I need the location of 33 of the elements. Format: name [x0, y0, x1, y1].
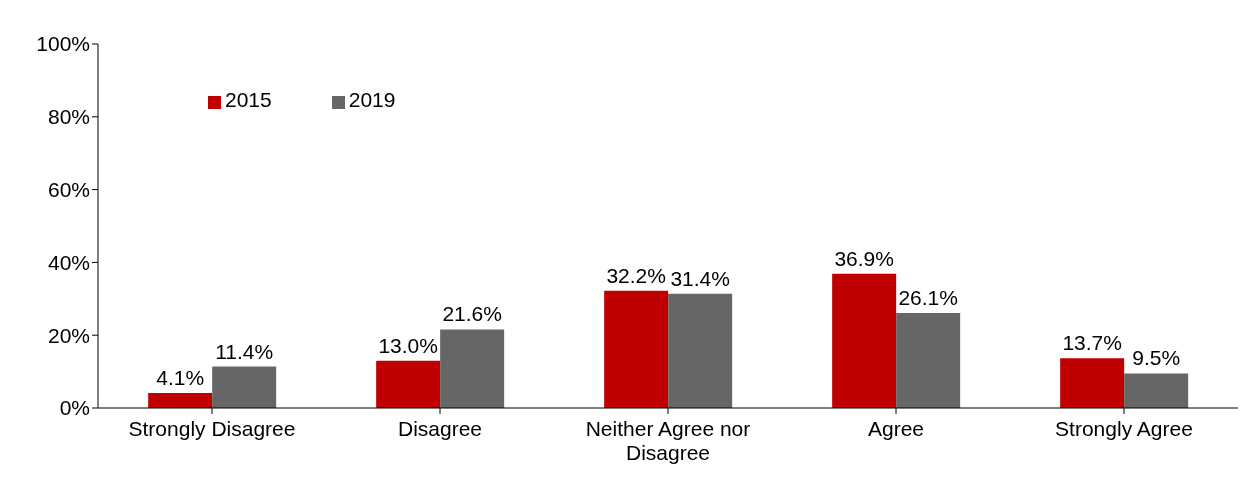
- y-tick-label: 100%: [36, 32, 90, 56]
- bar: [896, 313, 961, 408]
- y-tick-label: 20%: [47, 323, 90, 347]
- bar: [212, 366, 277, 408]
- data-label: 36.9%: [834, 246, 894, 270]
- x-tick-label: Disagree: [397, 417, 483, 440]
- legend-label: 2019: [348, 88, 396, 111]
- data-label: 4.1%: [156, 366, 205, 390]
- data-label: 32.2%: [606, 263, 666, 287]
- y-tick-label: 80%: [47, 105, 90, 129]
- data-label: 13.0%: [378, 333, 438, 357]
- bar: [604, 290, 669, 408]
- y-tick-label: 0%: [59, 396, 90, 420]
- bar: [440, 329, 505, 408]
- data-label: 11.4%: [215, 339, 274, 363]
- x-tick-label: Strongly Agree: [1055, 417, 1193, 440]
- y-tick-label: 60%: [47, 178, 90, 202]
- x-tick-label: Agree: [867, 417, 925, 440]
- bar: [1060, 358, 1125, 408]
- data-label: 13.7%: [1062, 331, 1122, 355]
- y-tick-label: 40%: [47, 250, 90, 274]
- x-tick-label: Strongly Disagree: [128, 417, 296, 440]
- legend-label: 2015: [225, 88, 272, 111]
- data-label: 26.1%: [898, 286, 958, 309]
- data-label: 21.6%: [442, 302, 502, 326]
- data-label: 31.4%: [670, 266, 730, 290]
- bar: [148, 393, 213, 408]
- bar: [376, 360, 441, 408]
- bar: [1124, 373, 1189, 408]
- data-label: 9.5%: [1132, 346, 1181, 370]
- bar: [668, 293, 733, 408]
- bar: [832, 273, 897, 408]
- x-tick-label: Neither Agree nor Disagree: [585, 417, 751, 464]
